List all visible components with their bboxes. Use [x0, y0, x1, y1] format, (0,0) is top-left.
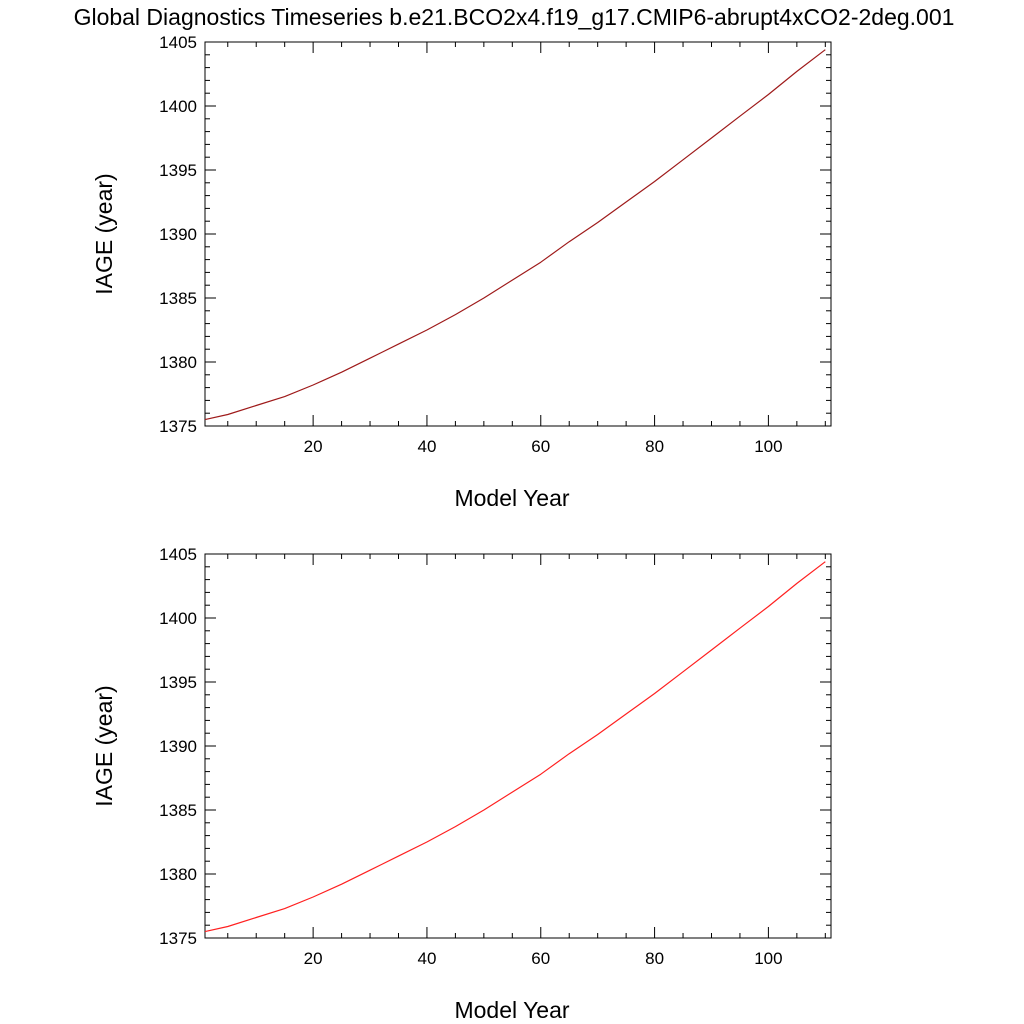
chart-top-x-tick-label: 20	[304, 437, 323, 456]
chart-bottom-y-tick-label: 1380	[159, 865, 197, 884]
chart-top-y-tick-label: 1385	[159, 289, 197, 308]
chart-top-y-tick-label: 1380	[159, 353, 197, 372]
chart-top-x-tick-label: 60	[531, 437, 550, 456]
chart-bottom-y-tick-label: 1390	[159, 737, 197, 756]
chart-panel-bottom: Model Year IAGE (year) 20 40 60 80 100 1375 13…	[91, 545, 832, 1023]
chart-top-y-tick-label: 1405	[159, 33, 197, 52]
chart-top-y-tick-label: 1400	[159, 97, 197, 116]
chart-bottom-y-tick-label: 1395	[159, 673, 197, 692]
chart-bottom-x-tick-label: 60	[531, 949, 550, 968]
chart-bottom-x-tick-label: 100	[754, 949, 782, 968]
chart-top-y-axis-label: IAGE (year)	[91, 173, 117, 294]
chart-bottom-y-tick-label: 1400	[159, 609, 197, 628]
chart-bottom-x-tick-label: 20	[304, 949, 323, 968]
chart-bottom-x-tick-label: 80	[645, 949, 664, 968]
chart-bottom-y-tick-label: 1385	[159, 801, 197, 820]
chart-bottom-series-line	[204, 561, 826, 933]
chart-bottom-frame	[204, 553, 832, 939]
chart-top-x-axis-label: Model Year	[454, 485, 569, 511]
chart-top-y-tick-label: 1390	[159, 225, 197, 244]
chart-panel-top: Model Year IAGE (year) 20 40 60 80 100 1375 13…	[91, 33, 832, 511]
chart-top-x-tick-label: 80	[645, 437, 664, 456]
chart-top-frame	[204, 41, 832, 427]
chart-bottom-x-tick-label: 40	[417, 949, 436, 968]
figure-title: Global Diagnostics Timeseries b.e21.BCO2…	[74, 4, 955, 30]
chart-bottom-y-axis-label: IAGE (year)	[91, 685, 117, 806]
chart-top-y-tick-label: 1375	[159, 417, 197, 436]
chart-top-x-tick-label: 40	[417, 437, 436, 456]
chart-top-y-tick-label: 1395	[159, 161, 197, 180]
chart-bottom-x-axis-label: Model Year	[454, 997, 569, 1023]
chart-top-x-tick-label: 100	[754, 437, 782, 456]
chart-bottom-y-tick-label: 1375	[159, 929, 197, 948]
chart-top-series-line	[204, 49, 826, 421]
chart-bottom-y-tick-label: 1405	[159, 545, 197, 564]
